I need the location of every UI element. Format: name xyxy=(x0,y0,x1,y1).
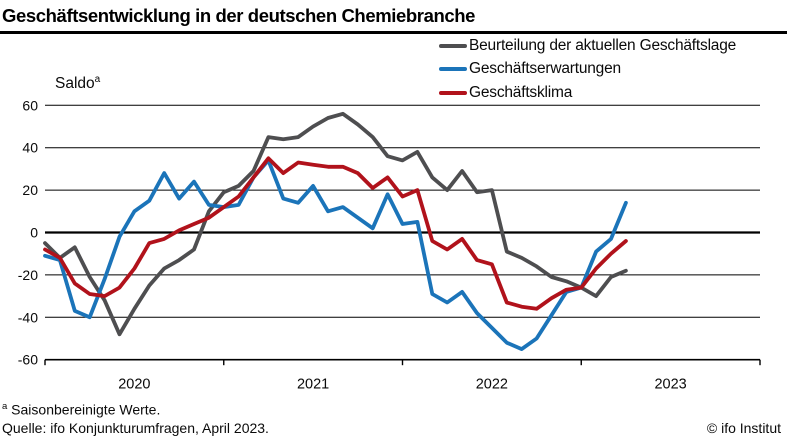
legend-label: Geschäftsklima xyxy=(469,83,573,101)
x-year-label: 2021 xyxy=(297,377,329,393)
copyright-label: © ifo Institut xyxy=(706,420,781,436)
legend-item-0: Beurteilung der aktuellen Geschäftslage xyxy=(439,37,736,54)
y-axis-unit-sup: a xyxy=(94,74,101,85)
page-title: Geschäftsentwicklung in der deutschen Ch… xyxy=(2,5,476,26)
title-rule xyxy=(0,31,787,34)
y-tick-label: 20 xyxy=(22,182,38,198)
legend-line-swatch xyxy=(439,43,467,48)
series-line-1 xyxy=(43,158,628,352)
y-tick-label: 40 xyxy=(22,140,38,156)
y-tick-label: -40 xyxy=(18,309,38,325)
legend-item-1: Geschäftserwartungen xyxy=(439,60,736,78)
footnote-text: Saisonbereinigte Werte. xyxy=(7,401,161,418)
y-tick-label: 0 xyxy=(30,225,38,241)
y-tick-label: 60 xyxy=(22,97,38,113)
source-line: Quelle: ifo Konjunkturumfragen, April 20… xyxy=(2,420,269,436)
legend-item-2: Geschäftsklima xyxy=(439,84,736,101)
y-tick-label: -60 xyxy=(18,352,38,368)
series-line-0 xyxy=(43,111,628,337)
legend-line-swatch xyxy=(439,67,467,71)
legend: Beurteilung der aktuellen Geschäftslage G… xyxy=(439,37,736,108)
x-year-label: 2023 xyxy=(654,377,686,393)
footnote: a Saisonbereinigte Werte. xyxy=(2,401,160,418)
legend-label: Beurteilung der aktuellen Geschäftslage xyxy=(469,36,737,54)
x-year-label: 2020 xyxy=(118,377,150,393)
x-year-label: 2022 xyxy=(476,377,508,393)
y-tick-label: -20 xyxy=(18,267,38,283)
y-axis-unit-label: Saldoa xyxy=(55,74,100,93)
footnote-sup: a xyxy=(2,401,8,412)
legend-line-swatch xyxy=(439,90,467,95)
legend-label: Geschäftserwartungen xyxy=(469,60,621,77)
y-axis-unit-text: Saldo xyxy=(55,75,95,93)
series-line-2 xyxy=(43,156,628,311)
